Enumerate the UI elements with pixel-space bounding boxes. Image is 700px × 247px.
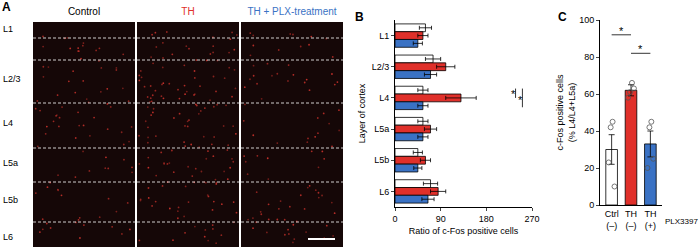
svg-text:L5b: L5b <box>374 155 389 165</box>
svg-text:c-Fos positive cells(% L4/L4+L: c-Fos positive cells(% L4/L4+L5a) <box>555 74 577 151</box>
svg-text:TH + PLX-treatment: TH + PLX-treatment <box>247 6 336 17</box>
svg-text:60: 60 <box>584 89 594 99</box>
svg-text:*: * <box>511 88 516 100</box>
svg-text:80: 80 <box>584 52 594 62</box>
svg-text:A: A <box>2 0 11 14</box>
svg-text:L2/3: L2/3 <box>372 62 390 72</box>
svg-text:270: 270 <box>524 214 539 224</box>
svg-text:180: 180 <box>479 214 494 224</box>
svg-text:*: * <box>518 94 523 106</box>
svg-text:L5a: L5a <box>374 124 389 134</box>
svg-text:90: 90 <box>436 214 446 224</box>
svg-text:0: 0 <box>392 214 397 224</box>
svg-text:L1: L1 <box>3 24 13 34</box>
svg-text:Ratio of c-Fos positive cells: Ratio of c-Fos positive cells <box>409 226 519 236</box>
svg-text:40: 40 <box>584 126 594 136</box>
svg-text:L6: L6 <box>379 187 389 197</box>
svg-text:B: B <box>355 10 364 24</box>
svg-text:Ctrl(–): Ctrl(–) <box>605 209 619 231</box>
svg-text:0: 0 <box>589 200 594 210</box>
svg-text:L5b: L5b <box>3 195 18 205</box>
svg-text:20: 20 <box>584 163 594 173</box>
svg-text:L6: L6 <box>3 232 13 242</box>
svg-text:TH(+): TH(+) <box>644 209 656 231</box>
svg-text:*: * <box>619 25 624 37</box>
svg-text:Control: Control <box>68 6 100 17</box>
svg-text:C: C <box>558 10 567 24</box>
svg-text:*: * <box>638 43 643 55</box>
svg-text:Layer of cortex: Layer of cortex <box>357 83 367 143</box>
svg-text:L4: L4 <box>3 118 13 128</box>
svg-text:L4: L4 <box>379 93 389 103</box>
svg-text:100: 100 <box>579 15 594 25</box>
svg-text:TH(–): TH(–) <box>625 209 637 231</box>
svg-text:L5a: L5a <box>3 158 18 168</box>
svg-text:L2/3: L2/3 <box>3 74 21 84</box>
svg-text:TH: TH <box>181 6 194 17</box>
svg-text:PLX3397: PLX3397 <box>665 217 698 226</box>
svg-text:L1: L1 <box>379 31 389 41</box>
